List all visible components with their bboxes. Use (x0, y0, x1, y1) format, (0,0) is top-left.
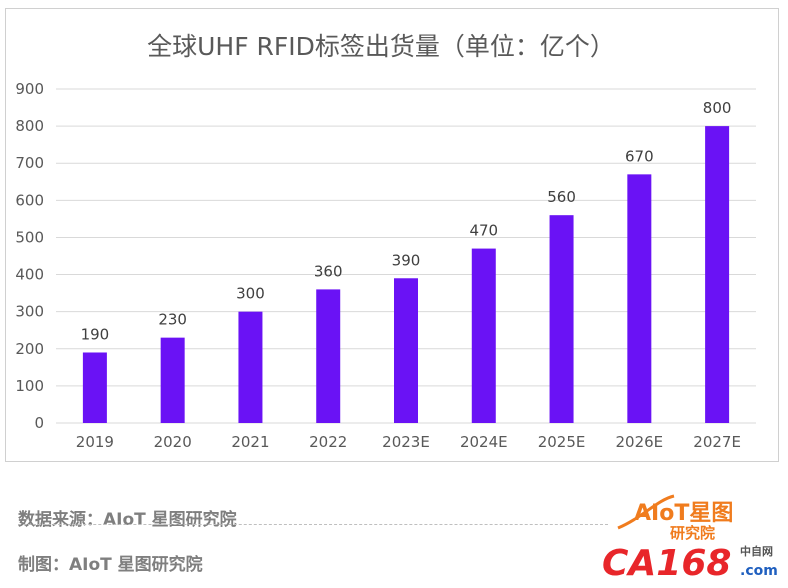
x-tick-label: 2019 (76, 433, 114, 451)
ca168-logo: CA168 中自网 .com (602, 543, 778, 583)
divider (18, 524, 608, 525)
data-labels: 190 230 300 360 390 470 560 670 800 (81, 99, 732, 343)
data-label-2024E: 470 (469, 222, 498, 240)
aiot-logo-swoosh (617, 494, 675, 530)
y-tick-label: 100 (15, 377, 44, 395)
y-tick-label: 0 (34, 414, 44, 432)
bar-2023E (394, 278, 418, 423)
maker-note: 制图：AIoT 星图研究院 (18, 555, 203, 575)
x-tick-label: 2024E (460, 433, 508, 451)
bars (82, 126, 730, 423)
y-tick-label: 300 (15, 303, 44, 321)
bar-2019 (82, 352, 107, 423)
bar-chart: 全球UHF RFID标签出货量（单位：亿个） 0 100 200 300 400 500 6… (15, 32, 756, 451)
x-tick-label: 2027E (693, 433, 741, 451)
x-tick-label: 2023E (382, 433, 430, 451)
data-label-2025E: 560 (547, 188, 576, 206)
data-label-2020: 230 (158, 311, 187, 329)
chart-frame: 全球UHF RFID标签出货量（单位：亿个） 0 100 200 300 400 500 6… (5, 8, 779, 462)
chart-title: 全球UHF RFID标签出货量（单位：亿个） (147, 32, 615, 61)
bar-2026E (627, 174, 652, 423)
bar-2027E (705, 126, 730, 423)
y-tick-label: 700 (15, 154, 44, 172)
x-tick-label: 2026E (616, 433, 664, 451)
data-label-2021: 300 (236, 285, 265, 303)
y-tick-label: 400 (15, 266, 44, 284)
ca168-logo-brand: CA168 (602, 543, 731, 583)
aiot-logo-sub: 研究院 (670, 524, 715, 540)
y-tick-label: 800 (15, 117, 44, 135)
source-note: 数据来源：AIoT 星图研究院 (18, 510, 237, 530)
aiot-logo: AIoT星图 研究院 (617, 494, 733, 540)
data-label-2019: 190 (81, 325, 110, 343)
bar-2022 (316, 289, 341, 423)
x-tick-label: 2020 (154, 433, 192, 451)
x-tick-label: 2022 (309, 433, 347, 451)
data-label-2023E: 390 (392, 251, 421, 269)
bar-2024E (471, 248, 496, 423)
y-tick-label: 900 (15, 80, 44, 98)
data-label-2027E: 800 (703, 99, 732, 117)
ca168-logo-domain: .com (740, 563, 778, 579)
x-tick-label: 2021 (231, 433, 269, 451)
data-label-2026E: 670 (625, 147, 654, 165)
x-tick-label: 2025E (538, 433, 586, 451)
x-axis-ticks: 2019 2020 2021 2022 2023E 2024E 2025E 2026E 2027… (76, 433, 741, 451)
ca168-logo-tag: 中自网 (740, 544, 773, 558)
y-axis-ticks: 0 100 200 300 400 500 600 700 800 900 (15, 80, 44, 432)
bar-2021 (238, 311, 263, 423)
bar-2025E (549, 215, 574, 423)
y-tick-label: 600 (15, 191, 44, 209)
aiot-logo-brand: AIoT星图 (634, 501, 733, 526)
data-label-2022: 360 (314, 262, 343, 280)
y-tick-label: 500 (15, 228, 44, 246)
bar-2020 (160, 337, 185, 423)
y-tick-label: 200 (15, 340, 44, 358)
